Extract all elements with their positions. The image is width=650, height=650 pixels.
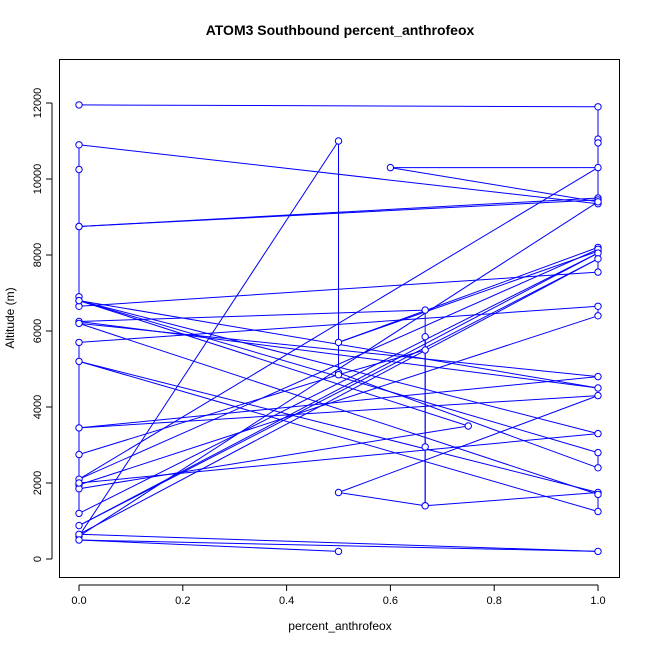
series-segment: [338, 349, 426, 376]
data-point: [594, 163, 602, 172]
data-point: [594, 547, 602, 556]
series-segment: [78, 104, 599, 108]
series-segment: [78, 315, 599, 486]
data-point: [75, 521, 83, 530]
data-point: [75, 296, 83, 305]
data-point: [75, 222, 83, 231]
data-point: [594, 490, 602, 499]
data-point: [421, 333, 429, 341]
data-point: [75, 450, 83, 459]
series-segment: [78, 539, 339, 552]
data-point: [334, 137, 343, 145]
data-point: [594, 139, 602, 147]
y-tick-label: 10000: [32, 164, 44, 195]
series-segment: [78, 322, 599, 495]
y-tick-label: 8000: [32, 243, 44, 267]
y-tick-label: 2000: [32, 471, 44, 495]
data-point: [334, 488, 343, 497]
series-lines: [78, 104, 599, 552]
y-axis-label: Altitude (m): [3, 287, 17, 348]
series-segment: [78, 395, 599, 429]
data-point: [421, 346, 429, 354]
data-point: [594, 384, 602, 392]
data-point: [75, 101, 83, 109]
series-segment: [390, 167, 599, 203]
x-tick-label: 0.0: [71, 595, 86, 607]
data-point: [594, 507, 602, 516]
data-point: [334, 371, 343, 379]
data-point: [334, 338, 343, 347]
series-segment: [78, 360, 599, 493]
data-point: [594, 391, 602, 400]
data-point: [75, 319, 83, 328]
data-point: [594, 372, 602, 381]
plot-frame: [59, 59, 620, 578]
data-point: [75, 536, 83, 544]
y-tick-label: 4000: [32, 395, 44, 419]
x-tick-label: 1.0: [590, 595, 605, 607]
x-tick-label: 0.4: [279, 595, 294, 607]
y-tick-label: 0: [32, 556, 44, 562]
x-tick-label: 0.2: [175, 595, 190, 607]
series-segment: [338, 395, 599, 493]
data-point: [594, 448, 602, 457]
series-segment: [78, 252, 599, 514]
data-point: [594, 312, 602, 320]
x-tick-label: 0.6: [383, 595, 398, 607]
series-segment: [338, 246, 599, 343]
x-axis-label: percent_anthrofeox: [288, 619, 391, 633]
y-tick-label: 6000: [32, 319, 44, 343]
series-segment: [78, 300, 599, 435]
data-point: [594, 103, 602, 111]
series-segment: [78, 376, 599, 429]
data-point: [594, 198, 602, 206]
series-points: [75, 101, 602, 556]
series-segment: [338, 492, 426, 507]
series-segment: [78, 258, 599, 535]
series-segment: [78, 374, 339, 455]
series-segment: [78, 360, 599, 512]
data-point: [75, 509, 83, 518]
series-segment: [78, 533, 599, 552]
data-point: [75, 479, 83, 487]
series-segment: [78, 300, 469, 427]
series-segment: [78, 425, 469, 490]
data-point: [334, 547, 343, 556]
y-tick-label: 12000: [32, 88, 44, 119]
data-point: [421, 502, 429, 510]
data-point: [386, 163, 395, 172]
data-point: [75, 141, 83, 149]
data-point: [75, 424, 83, 432]
series-segment: [78, 305, 599, 343]
y-axis: 0 2000 4000 6000 8000 10000 12000: [32, 88, 53, 562]
series-segment: [78, 258, 599, 527]
x-tick-label: 0.8: [487, 595, 502, 607]
series-segment: [78, 252, 599, 527]
series-segment: [338, 372, 599, 469]
chart-title: ATOM3 Southbound percent_anthrofeox: [206, 22, 475, 38]
data-point: [75, 357, 83, 366]
x-axis: 0.0 0.2 0.4 0.6 0.8 1.0: [71, 584, 606, 607]
data-point: [421, 443, 429, 451]
data-point: [75, 165, 83, 174]
series-segment: [425, 492, 599, 507]
data-point: [594, 429, 602, 438]
data-point: [594, 302, 602, 310]
series-segment: [78, 322, 599, 378]
series-segment: [78, 539, 599, 552]
data-point: [594, 464, 602, 472]
series-segment: [338, 250, 599, 343]
data-point: [594, 255, 602, 263]
data-point: [594, 268, 602, 276]
series-segment: [78, 433, 599, 484]
data-point: [421, 306, 429, 314]
data-point: [464, 422, 472, 430]
data-point: [75, 338, 83, 347]
